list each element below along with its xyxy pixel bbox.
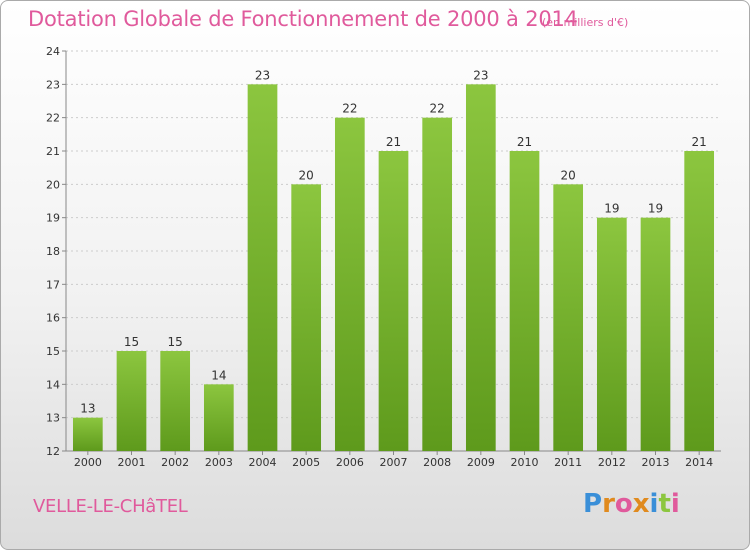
x-tick-label: 2009: [467, 456, 495, 469]
chart-subtitle: (en milliers d'€): [542, 16, 629, 29]
x-tick-label: 2011: [554, 456, 582, 469]
y-tick-label: 21: [46, 145, 60, 158]
y-tick-label: 14: [46, 378, 60, 391]
bar-2014: [684, 151, 715, 451]
y-tick-label: 19: [46, 212, 60, 225]
logo-letter: i: [670, 489, 680, 519]
bar-value-label: 20: [561, 168, 576, 182]
x-tick-label: 2014: [685, 456, 713, 469]
x-tick-label: 2005: [292, 456, 320, 469]
x-tick-label: 2010: [511, 456, 539, 469]
y-tick-label: 13: [46, 412, 60, 425]
bar-2005: [291, 184, 322, 452]
commune-name: VELLE-LE-CHâTEL: [33, 496, 188, 517]
bar-value-label: 20: [299, 168, 314, 182]
bar-2010: [509, 151, 540, 451]
x-tick-label: 2002: [161, 456, 189, 469]
chart-title: Dotation Globale de Fonctionnement de 20…: [28, 7, 578, 31]
bar-value-label: 23: [473, 68, 488, 82]
bar-value-label: 19: [604, 202, 619, 216]
bar-2009: [465, 84, 496, 451]
logo-letter: o: [614, 489, 633, 519]
y-tick-label: 24: [46, 45, 60, 58]
bar-2011: [553, 184, 584, 452]
bar-value-label: 13: [80, 402, 95, 416]
bar-2013: [640, 217, 671, 451]
bar-value-label: 15: [168, 335, 183, 349]
x-tick-label: 2007: [380, 456, 408, 469]
x-tick-label: 2006: [336, 456, 364, 469]
logo-letter: t: [658, 489, 671, 519]
bar-value-label: 14: [211, 368, 226, 382]
bar-value-label: 15: [124, 335, 139, 349]
logo-letter: r: [602, 489, 615, 519]
bar-value-label: 23: [255, 68, 270, 82]
bar-value-label: 21: [386, 135, 401, 149]
x-tick-label: 2012: [598, 456, 626, 469]
bars: [72, 84, 715, 452]
x-tick-label: 2003: [205, 456, 233, 469]
bar-value-label: 22: [342, 102, 357, 116]
bar-value-label: 19: [648, 202, 663, 216]
y-tick-label: 12: [46, 445, 60, 458]
logo-letter: P: [583, 489, 603, 519]
logo-letter: x: [632, 489, 650, 519]
bar-value-label: 22: [430, 102, 445, 116]
bar-value-label: 21: [692, 135, 707, 149]
bar-2002: [160, 351, 191, 451]
y-tick-label: 23: [46, 78, 60, 91]
x-tick-label: 2004: [249, 456, 277, 469]
bar-2000: [72, 417, 103, 451]
x-tick-label: 2000: [74, 456, 102, 469]
y-tick-label: 17: [46, 278, 60, 291]
labels: 12 13 14 15 16 17 18 19 20 21 22 23 24 13 2000 15 2001 15…: [46, 45, 713, 469]
y-tick-label: 18: [46, 245, 60, 258]
bar-value-label: 21: [517, 135, 532, 149]
bar-2001: [116, 351, 147, 451]
y-tick-label: 15: [46, 345, 60, 358]
y-tick-label: 20: [46, 178, 60, 191]
y-tick-label: 22: [46, 112, 60, 125]
x-tick-label: 2013: [642, 456, 670, 469]
x-tick-label: 2001: [118, 456, 146, 469]
proxiti-logo: Proxiti: [583, 489, 680, 519]
y-tick-label: 16: [46, 312, 60, 325]
bar-2006: [334, 117, 365, 452]
bar-2007: [378, 151, 409, 451]
bar-2008: [422, 117, 453, 452]
bar-2012: [596, 217, 627, 451]
logo-letter: i: [649, 489, 659, 519]
bar-2003: [203, 384, 234, 451]
bar-2004: [247, 84, 278, 451]
x-tick-label: 2008: [423, 456, 451, 469]
